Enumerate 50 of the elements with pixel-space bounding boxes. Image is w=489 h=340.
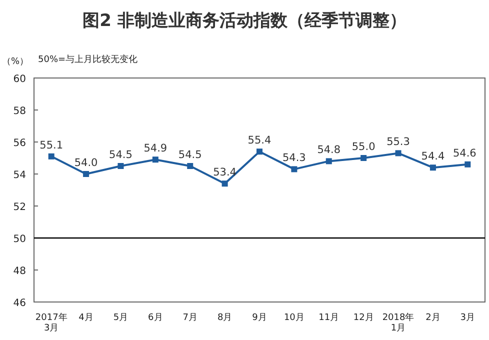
x-tick-label: 11月 <box>318 313 340 323</box>
text: 55.3 <box>386 136 410 148</box>
text: 53.4 <box>213 166 237 179</box>
text: 50%=与上月比较无变化 <box>38 54 138 65</box>
text: 54.6 <box>452 147 476 160</box>
point <box>430 164 436 171</box>
text: 54.8 <box>317 144 341 156</box>
y-tick-label: 56 <box>13 138 26 149</box>
point <box>118 163 124 169</box>
point <box>48 153 54 160</box>
text: 55.1 <box>40 139 64 152</box>
y-tick-label: 60 <box>13 74 26 85</box>
text: 54.0 <box>74 157 98 169</box>
point <box>222 180 228 187</box>
x-tick-label: 3月 <box>460 313 476 323</box>
text: 54.5 <box>109 149 132 161</box>
text: 54.5 <box>178 149 202 161</box>
point <box>152 156 158 163</box>
x-tick-label: 2018年 1月 <box>382 312 414 334</box>
y-tick-label: 54 <box>13 170 26 181</box>
x-tick-label: 2月 <box>426 313 440 323</box>
y-tick-label: 58 <box>13 106 26 117</box>
x-tick-label: 8月 <box>217 313 232 323</box>
x-tick-label: 10月 <box>284 313 304 323</box>
point <box>464 161 471 168</box>
y-tick-label: 46 <box>13 298 26 309</box>
x-tick-label: 5月 <box>113 313 128 323</box>
point <box>395 150 402 156</box>
point <box>291 166 298 172</box>
point <box>187 163 194 169</box>
point <box>326 158 332 164</box>
y-tick-label: 50 <box>13 234 26 245</box>
y-axis-title: （%） <box>2 57 29 67</box>
text: 55.0 <box>352 141 376 153</box>
text: 54.4 <box>421 150 445 163</box>
x-tick-label: 2017年 3月 <box>35 312 68 334</box>
x-tick-label: 4月 <box>78 313 94 323</box>
point <box>256 148 262 155</box>
text: 54.9 <box>144 142 168 155</box>
y-tick-label: 52 <box>13 202 26 213</box>
text: 55.4 <box>248 134 272 147</box>
chart-title: 图2 非制造业商务活动指数（经季节调整） <box>82 11 406 31</box>
y-tick-label: 48 <box>13 266 26 277</box>
x-tick-label: 9月 <box>252 313 267 323</box>
point <box>360 155 367 161</box>
x-tick-label: 12月 <box>353 313 374 323</box>
point <box>83 171 90 177</box>
x-tick-label: 6月 <box>148 313 163 323</box>
text: 54.3 <box>282 152 306 164</box>
x-tick-label: 7月 <box>182 313 198 323</box>
